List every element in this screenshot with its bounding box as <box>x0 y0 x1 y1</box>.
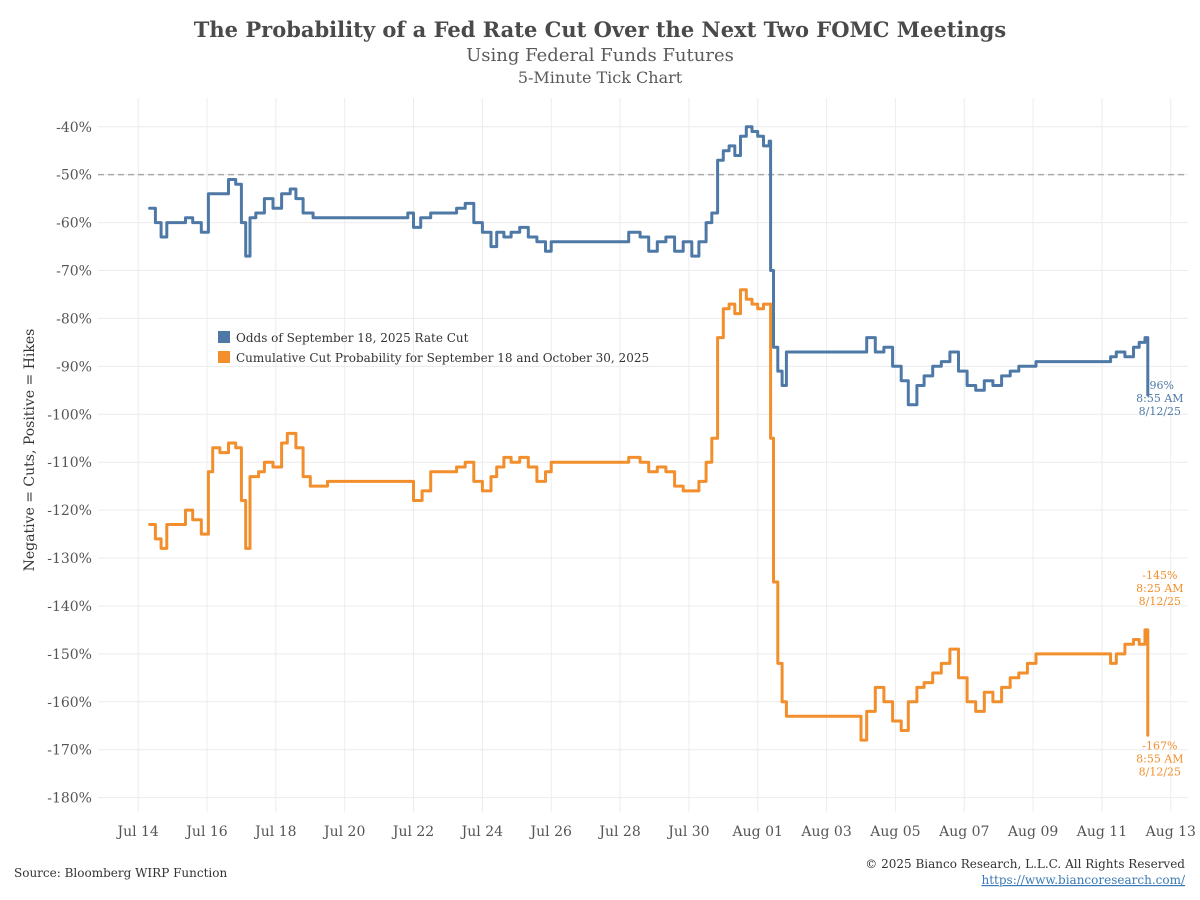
cumulative-peak-label-line-1: 8:25 AM <box>1136 582 1183 595</box>
x-tick-label: Jul 28 <box>597 824 640 840</box>
y-tick-label: -170% <box>47 743 92 759</box>
y-tick-label: -110% <box>47 455 92 471</box>
x-axis-ticks: Jul 14 Jul 16 Jul 18 Jul 20 Jul 22 Jul 24 Jul … <box>115 824 1195 840</box>
cumulative-peak-label-line-2: 8/12/25 <box>1139 595 1181 608</box>
x-tick-label: Aug 11 <box>1076 824 1127 840</box>
y-tick-label: -100% <box>47 407 92 423</box>
y-tick-label: -120% <box>47 503 92 519</box>
y-tick-label: -160% <box>47 695 92 711</box>
legend-label-cumulative: Cumulative Cut Probability for September… <box>236 351 649 365</box>
source-note: Source: Bloomberg WIRP Function <box>14 866 227 880</box>
x-tick-label: Jul 26 <box>529 824 572 840</box>
cumulative-end-label-line-0: -167% <box>1142 739 1177 752</box>
y-tick-label: -140% <box>47 599 92 615</box>
x-tick-label: Jul 14 <box>115 824 158 840</box>
y-tick-label: -60% <box>56 216 92 232</box>
y-tick-label: -80% <box>56 311 92 327</box>
x-tick-label: Aug 03 <box>800 824 851 840</box>
chart-title: The Probability of a Fed Rate Cut Over t… <box>194 17 1006 42</box>
odds-end-label-line-0: -96% <box>1146 379 1174 392</box>
legend-label-odds: Odds of September 18, 2025 Rate Cut <box>236 331 469 345</box>
y-axis-ticks: -40% -50% -60% -70% -80% -90% -100% -110% -120% -… <box>47 120 92 807</box>
x-tick-label: Jul 22 <box>391 824 434 840</box>
x-tick-label: Aug 01 <box>732 824 783 840</box>
y-tick-label: -70% <box>56 264 92 280</box>
x-tick-label: Jul 20 <box>322 824 365 840</box>
cumulative-end-label-line-2: 8/12/25 <box>1139 765 1181 778</box>
cumulative-end-label-line-1: 8:55 AM <box>1136 752 1183 765</box>
legend: Odds of September 18, 2025 Rate Cut Cumu… <box>218 331 649 365</box>
y-axis-label: Negative = Cuts, Positive = Hikes <box>22 329 38 572</box>
y-tick-label: -150% <box>47 647 92 663</box>
y-tick-label: -130% <box>47 551 92 567</box>
legend-swatch-odds <box>218 331 230 343</box>
x-tick-label: Aug 13 <box>1145 824 1196 840</box>
website-link[interactable]: https://www.biancoresearch.com/ <box>981 873 1185 887</box>
odds-end-label-line-1: 8:55 AM <box>1136 392 1183 405</box>
cumulative-peak-label-line-0: -145% <box>1142 569 1177 582</box>
end-labels: -96%8:55 AM8/12/25-145%8:25 AM8/12/25-16… <box>1136 379 1183 778</box>
odds-end-label-line-2: 8/12/25 <box>1139 405 1181 418</box>
chart-subtitle-2: 5-Minute Tick Chart <box>518 68 683 87</box>
x-tick-label: Jul 30 <box>666 824 709 840</box>
x-tick-label: Aug 07 <box>938 824 989 840</box>
x-tick-label: Jul 18 <box>253 824 296 840</box>
chart-subtitle: Using Federal Funds Futures <box>466 45 734 66</box>
x-tick-label: Jul 16 <box>184 824 227 840</box>
x-tick-label: Jul 24 <box>460 824 503 840</box>
y-tick-label: -180% <box>47 791 92 807</box>
x-tick-label: Aug 05 <box>869 824 920 840</box>
y-tick-label: -40% <box>56 120 92 136</box>
y-tick-label: -90% <box>56 359 92 375</box>
legend-swatch-cumulative <box>218 351 230 363</box>
copyright-note: © 2025 Bianco Research, L.L.C. All Right… <box>865 857 1185 871</box>
series-layer <box>148 125 1150 742</box>
y-tick-label: -50% <box>56 168 92 184</box>
series-line-odds <box>148 125 1150 407</box>
grid <box>98 98 1188 812</box>
series-line-cumulative <box>148 288 1150 742</box>
x-tick-label: Aug 09 <box>1007 824 1058 840</box>
